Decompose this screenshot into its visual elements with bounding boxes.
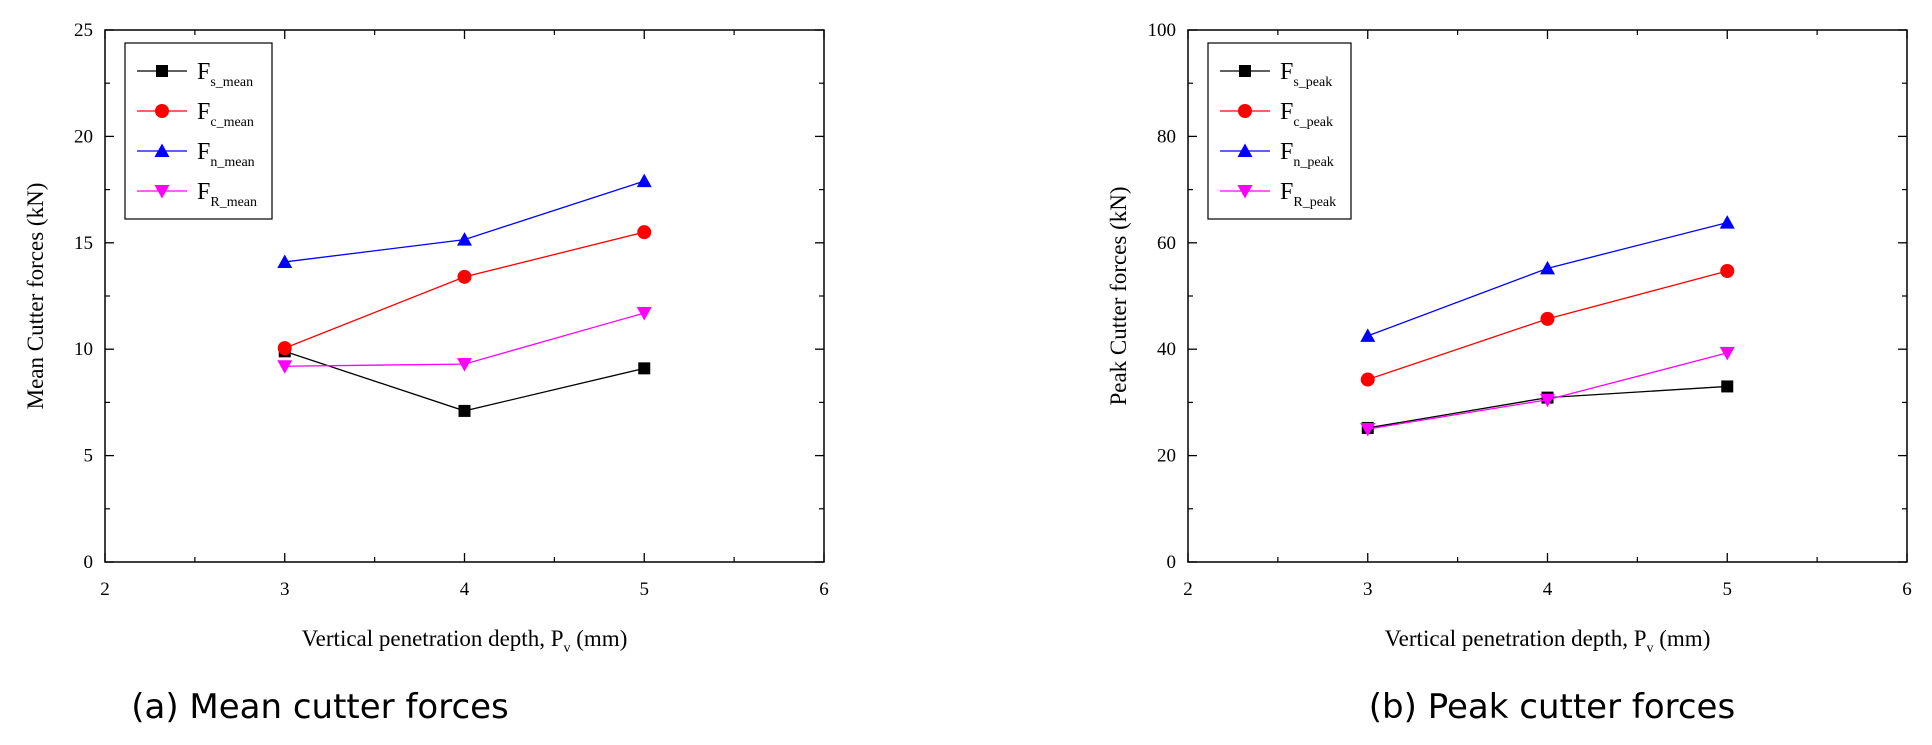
data-point-n-peak [1360, 328, 1376, 342]
y-tick-label: 20 [1157, 446, 1176, 467]
y-tick-label: 0 [84, 552, 94, 573]
x-tick-label: 3 [280, 579, 290, 600]
data-point-R-mean [277, 360, 293, 374]
legend-box [1207, 42, 1352, 220]
data-point-c-mean [277, 341, 292, 356]
series-line-R-peak [1367, 352, 1728, 430]
legend: Fs_peak Fc_peak Fn_peak FR_peak [1207, 42, 1352, 220]
x-tick-label: 2 [1183, 579, 1193, 600]
data-point-n-mean [636, 173, 652, 188]
legend-label: Fs_mean [197, 59, 253, 90]
legend-label: FR_peak [1280, 179, 1336, 210]
y-tick-label: 40 [1157, 339, 1176, 360]
legend-label: Fs_peak [1280, 59, 1332, 90]
legend-label: Fc_peak [1280, 99, 1333, 130]
legend-marker [1239, 65, 1251, 77]
legend-marker [154, 185, 170, 199]
data-point-R-peak [1719, 346, 1735, 361]
x-tick-label: 6 [819, 579, 829, 600]
legend: Fs_mean Fc_mean Fn_mean FR_mean [124, 42, 273, 220]
legend-marker [1237, 185, 1253, 199]
data-point-s-mean [458, 404, 471, 417]
data-point-c-peak [1360, 372, 1375, 387]
data-point-R-peak [1540, 393, 1555, 408]
data-point-n-peak [1540, 260, 1555, 275]
data-point-c-peak [1540, 311, 1555, 326]
legend-label: FR_mean [197, 179, 257, 210]
x-axis-label: Vertical penetration depth, Pv (mm) [302, 626, 628, 656]
chart-mean-cutter-forces: 2 3 4 5 6 0 5 10 15 20 25 Vertical penetration dept… [23, 20, 829, 656]
y-tick-label: 100 [1148, 20, 1177, 41]
legend-marker [1238, 104, 1252, 118]
series-line-n-mean [284, 180, 645, 263]
data-point-R-mean [457, 358, 472, 372]
x-tick-label: 5 [1723, 579, 1733, 600]
legend-label: Fn_peak [1280, 139, 1334, 170]
y-tick-label: 25 [74, 20, 93, 41]
y-tick-label: 10 [74, 339, 93, 360]
caption-peak: (b) Peak cutter forces [1369, 687, 1735, 727]
y-tick-label: 0 [1167, 552, 1177, 573]
caption-mean: (a) Mean cutter forces [131, 687, 509, 727]
legend-label: Fn_mean [197, 139, 255, 170]
x-tick-label: 3 [1363, 579, 1373, 600]
legend-label: Fc_mean [197, 99, 254, 130]
data-point-c-peak [1720, 263, 1735, 278]
data-point-n-peak [1719, 215, 1735, 229]
data-point-c-mean [637, 225, 652, 240]
data-point-s-mean [638, 362, 651, 375]
y-tick-label: 60 [1157, 233, 1176, 254]
y-axis-label: Mean Cutter forces (kN) [23, 183, 48, 410]
y-tick-label: 15 [74, 233, 93, 254]
legend-marker [154, 143, 170, 157]
legend-marker [156, 65, 168, 77]
data-point-R-peak [1360, 423, 1376, 437]
data-point-n-mean [277, 254, 293, 268]
x-tick-label: 4 [460, 579, 470, 600]
x-axis-label: Vertical penetration depth, Pv (mm) [1385, 626, 1711, 656]
data-point-R-mean [636, 307, 652, 321]
x-tick-label: 2 [100, 579, 110, 600]
y-tick-label: 80 [1157, 126, 1176, 147]
data-point-s-peak [1721, 380, 1734, 393]
y-tick-label: 20 [74, 126, 93, 147]
x-tick-label: 5 [640, 579, 650, 600]
legend-marker [155, 104, 169, 118]
data-point-n-mean [457, 232, 472, 246]
y-tick-label: 5 [84, 446, 94, 467]
x-tick-label: 6 [1902, 579, 1912, 600]
series-line-c-mean [284, 231, 645, 349]
x-tick-label: 4 [1543, 579, 1553, 600]
data-point-c-mean [457, 269, 472, 284]
legend-box [124, 42, 273, 220]
legend-marker [1237, 143, 1253, 157]
y-axis-label: Peak Cutter forces (kN) [1106, 186, 1131, 405]
